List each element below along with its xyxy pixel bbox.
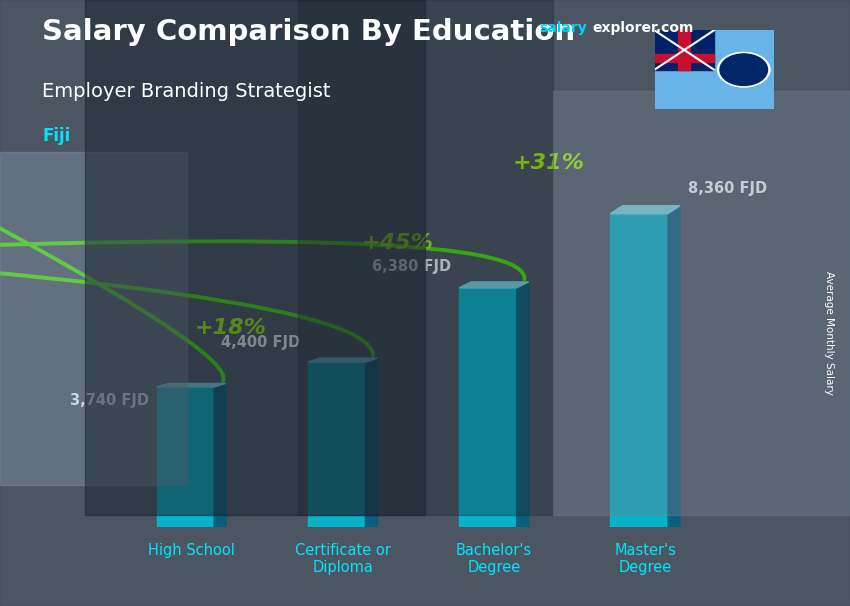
- Text: 4,400 FJD: 4,400 FJD: [221, 335, 300, 350]
- Text: +31%: +31%: [513, 153, 584, 173]
- Polygon shape: [610, 206, 680, 213]
- Polygon shape: [517, 282, 529, 527]
- Polygon shape: [214, 384, 226, 527]
- Circle shape: [720, 54, 768, 85]
- Polygon shape: [668, 206, 680, 527]
- Text: Employer Branding Strategist: Employer Branding Strategist: [42, 82, 331, 101]
- Bar: [654, 30, 714, 70]
- Text: salary: salary: [540, 21, 587, 35]
- Circle shape: [717, 52, 770, 87]
- Text: +18%: +18%: [195, 318, 267, 338]
- Text: Fiji: Fiji: [42, 127, 71, 145]
- Polygon shape: [459, 282, 529, 288]
- Text: +45%: +45%: [361, 233, 433, 253]
- Text: Certificate or
Diploma: Certificate or Diploma: [295, 543, 391, 575]
- Bar: [308, 362, 366, 527]
- Text: 3,740 FJD: 3,740 FJD: [70, 393, 149, 408]
- Polygon shape: [366, 358, 377, 527]
- Text: Salary Comparison By Education: Salary Comparison By Education: [42, 18, 575, 46]
- Text: Average Monthly Salary: Average Monthly Salary: [824, 271, 834, 395]
- Polygon shape: [156, 384, 226, 387]
- Text: High School: High School: [148, 543, 235, 558]
- Polygon shape: [308, 358, 377, 362]
- Text: Master's
Degree: Master's Degree: [615, 543, 677, 575]
- Text: Bachelor's
Degree: Bachelor's Degree: [456, 543, 532, 575]
- Bar: [610, 213, 668, 527]
- Bar: [156, 387, 214, 527]
- Text: 6,380 FJD: 6,380 FJD: [372, 259, 451, 274]
- Bar: [459, 288, 517, 527]
- Text: explorer.com: explorer.com: [592, 21, 694, 35]
- Text: 8,360 FJD: 8,360 FJD: [688, 181, 767, 196]
